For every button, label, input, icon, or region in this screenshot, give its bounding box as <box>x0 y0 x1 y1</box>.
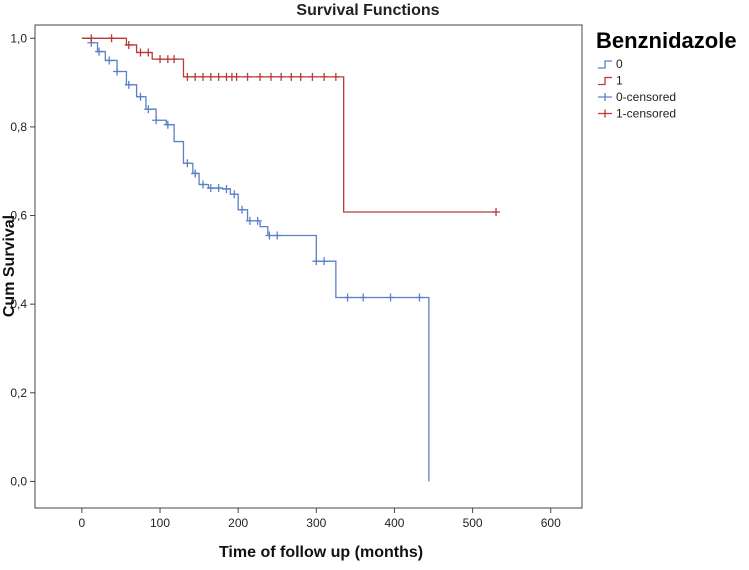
x-tick-label: 500 <box>463 516 483 530</box>
x-tick-label: 600 <box>541 516 561 530</box>
y-axis: 0,0 0,2 0,4 0,6 0,8 1,0 <box>10 31 35 488</box>
censor-mark-series-0 <box>136 92 145 101</box>
censor-mark-series-0 <box>152 116 161 125</box>
chart-title: Survival Functions <box>296 2 439 19</box>
y-tick-label: 0,0 <box>10 474 27 488</box>
legend-swatch-0-censored <box>598 93 612 101</box>
x-tick-label: 0 <box>79 516 86 530</box>
censor-mark-series-1 <box>206 72 215 81</box>
y-tick-label: 0,8 <box>10 120 27 134</box>
legend-entries: 0 1 0-censored 1-censored <box>598 57 676 121</box>
censor-mark-series-0 <box>214 184 223 193</box>
x-axis-title: Time of follow up (months) <box>219 544 423 561</box>
censor-mark-series-1 <box>256 72 265 81</box>
y-tick-label: 0,4 <box>10 297 27 311</box>
censor-mark-series-0 <box>238 205 247 214</box>
legend: Benznidazole 0 1 0-censored 1-censored <box>596 28 737 121</box>
censor-mark-series-1 <box>296 72 305 81</box>
y-tick-label: 0,2 <box>10 386 27 400</box>
censor-mark-series-1 <box>243 72 252 81</box>
y-tick-label: 1,0 <box>10 31 27 45</box>
censor-mark-series-1 <box>87 34 96 43</box>
legend-label-0: 0 <box>616 57 623 71</box>
censor-mark-series-0 <box>320 257 329 266</box>
censor-mark-series-0 <box>199 180 208 189</box>
legend-label-1: 1 <box>616 74 623 88</box>
censor-mark-series-0 <box>105 56 114 65</box>
plot-area-frame <box>34 24 583 509</box>
censor-mark-series-0 <box>312 257 321 266</box>
censor-mark-series-1 <box>191 72 200 81</box>
legend-swatch-1 <box>598 76 612 86</box>
censor-mark-series-1 <box>144 48 153 57</box>
x-tick-label: 400 <box>384 516 404 530</box>
legend-swatch-0 <box>598 60 612 69</box>
censor-mark-series-0 <box>183 159 192 168</box>
censor-mark-series-1 <box>331 72 340 81</box>
y-axis-title: Cum Survival <box>1 215 18 317</box>
censor-mark-series-0 <box>206 184 215 193</box>
censor-mark-series-1 <box>320 72 329 81</box>
x-tick-label: 100 <box>150 516 170 530</box>
censor-mark-series-0 <box>343 293 352 302</box>
censor-mark-series-1 <box>124 40 133 49</box>
x-axis: 0 100 200 300 400 500 600 <box>79 508 561 530</box>
censor-mark-series-0 <box>113 67 122 76</box>
censor-mark-series-0 <box>415 293 424 302</box>
censor-mark-series-1 <box>287 72 296 81</box>
x-tick-label: 200 <box>228 516 248 530</box>
censor-mark-series-1 <box>232 72 241 81</box>
censor-mark-series-0 <box>253 216 262 225</box>
censor-mark-series-0 <box>273 231 282 240</box>
censor-mark-series-0 <box>386 293 395 302</box>
censor-mark-series-1 <box>156 55 165 64</box>
censor-mark-series-0 <box>245 216 254 225</box>
censor-mark-series-1 <box>492 207 501 216</box>
survival-curve-series-1 <box>81 37 497 213</box>
censor-mark-series-1 <box>214 72 223 81</box>
censor-mark-series-1 <box>266 72 275 81</box>
censor-mark-series-1 <box>183 72 192 81</box>
censor-mark-series-0 <box>124 80 133 89</box>
censor-mark-series-0 <box>163 120 172 129</box>
censor-mark-series-1 <box>277 72 286 81</box>
censor-mark-series-1 <box>199 72 208 81</box>
survival-curve-series-0 <box>81 37 430 482</box>
censor-mark-series-0 <box>359 293 368 302</box>
censor-mark-series-1 <box>107 34 116 43</box>
legend-label-1-censored: 1-censored <box>616 107 676 121</box>
x-tick-label: 300 <box>306 516 326 530</box>
legend-label-0-censored: 0-censored <box>616 90 676 104</box>
censor-mark-series-1 <box>308 72 317 81</box>
censor-mark-series-0 <box>191 169 200 178</box>
censor-mark-series-0 <box>222 184 231 193</box>
censor-mark-series-1 <box>170 55 179 64</box>
censor-mark-series-0 <box>230 190 239 199</box>
censor-mark-series-0 <box>144 105 153 114</box>
censor-mark-series-0 <box>95 47 104 56</box>
legend-swatch-1-censored <box>598 109 612 118</box>
censor-mark-series-0 <box>265 231 274 240</box>
series-layer <box>81 34 501 482</box>
legend-title: Benznidazole <box>596 28 737 53</box>
y-tick-label: 0,6 <box>10 209 27 223</box>
censor-mark-series-1 <box>136 48 145 57</box>
